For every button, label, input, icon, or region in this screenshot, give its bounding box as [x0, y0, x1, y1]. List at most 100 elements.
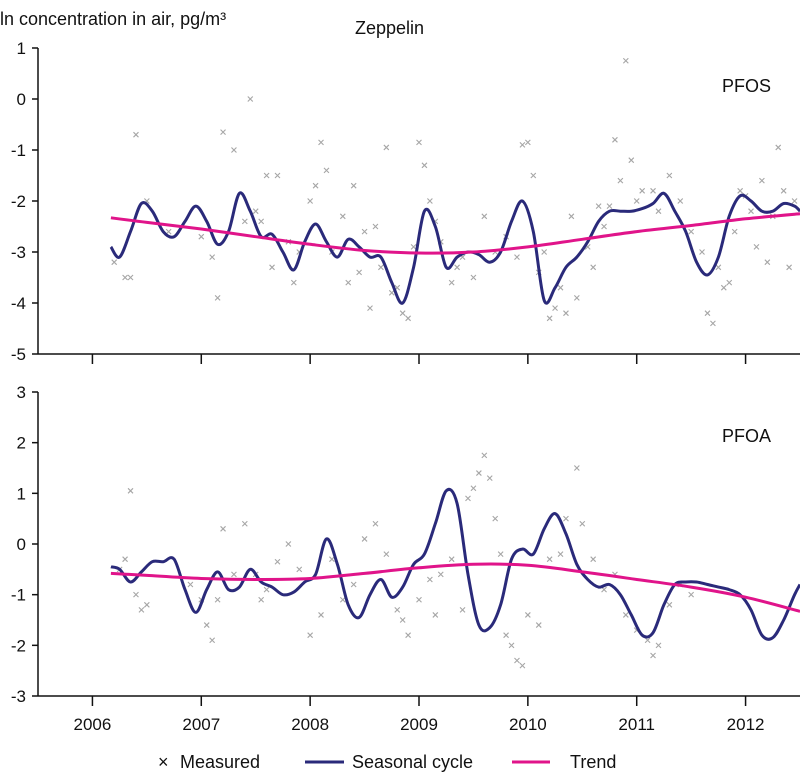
- measured-point: [563, 310, 569, 317]
- measured-point: [187, 581, 194, 588]
- measured-point: [127, 487, 134, 494]
- legend-trend-label: Trend: [570, 752, 616, 772]
- measured-point: [133, 131, 139, 138]
- measured-point: [644, 637, 651, 644]
- measured-point: [290, 279, 297, 286]
- pfos-y-ticks: 1 0 -1 -2 -3 -4 -5: [11, 39, 38, 364]
- measured-point: [122, 274, 128, 281]
- pfoa-y-ticks: 3 2 1 0 -1 -2 -3: [11, 383, 38, 706]
- measured-point: [595, 203, 602, 209]
- pfoa-panel-label: PFOA: [722, 426, 771, 446]
- measured-point: [252, 208, 259, 215]
- measured-point: [524, 612, 531, 618]
- measured-point: [459, 606, 466, 613]
- measured-point: [786, 264, 793, 271]
- measured-point: [541, 249, 548, 255]
- measured-point: [514, 254, 520, 260]
- measured-point: [394, 606, 401, 613]
- measured-point: [601, 223, 607, 230]
- pfos-ytick-label: -2: [11, 192, 26, 211]
- measured-point: [666, 601, 673, 608]
- measured-point: [497, 551, 504, 558]
- measured-point: [791, 198, 798, 204]
- measured-point: [350, 182, 357, 189]
- pfoa-ytick-label: 0: [17, 535, 26, 554]
- pfos-ytick-label: -3: [11, 243, 26, 262]
- measured-point: [486, 475, 493, 482]
- measured-point: [481, 213, 488, 220]
- pfos-ytick-label: -1: [11, 141, 26, 160]
- measured-point: [704, 310, 711, 317]
- measured-point: [318, 139, 324, 146]
- pfos-ytick-label: 0: [17, 90, 26, 109]
- legend-seasonal-label: Seasonal cycle: [352, 752, 473, 772]
- measured-point: [410, 244, 417, 250]
- measured-point: [677, 198, 684, 204]
- measured-point: [307, 198, 314, 204]
- measured-point: [367, 305, 373, 311]
- measured-point: [258, 218, 265, 225]
- measured-point: [573, 465, 580, 471]
- measured-point: [339, 213, 346, 220]
- measured-point: [312, 182, 319, 189]
- pfoa-ytick-label: 3: [17, 383, 26, 402]
- measured-point: [775, 144, 782, 151]
- pfos-panel: 1 0 -1 -2 -3 -4 -5 PFOS: [11, 39, 800, 364]
- measured-point: [563, 515, 569, 522]
- measured-point: [590, 264, 597, 271]
- measured-point: [546, 315, 553, 322]
- legend-measured-marker: ×: [158, 752, 169, 772]
- measured-point: [111, 259, 118, 266]
- measured-point: [715, 264, 722, 271]
- measured-point: [617, 177, 624, 184]
- measured-point: [688, 228, 695, 235]
- measured-point: [269, 264, 275, 271]
- measured-point: [492, 515, 499, 522]
- measured-point: [579, 520, 586, 527]
- measured-point: [361, 536, 368, 542]
- measured-point: [296, 566, 303, 573]
- measured-point: [650, 187, 656, 194]
- pfos-x-ticks: [91, 354, 747, 364]
- measured-point: [448, 279, 455, 286]
- measured-point: [557, 284, 564, 291]
- pfoa-trend-line: [110, 562, 800, 613]
- measured-point: [405, 632, 412, 639]
- measured-point: [378, 264, 384, 271]
- chart-title: Zeppelin: [355, 18, 424, 38]
- measured-point: [503, 632, 509, 639]
- measured-point: [127, 274, 134, 281]
- pfoa-panel: 3 2 1 0 -1 -2 -3 PFOA: [11, 383, 800, 706]
- measured-point: [426, 198, 433, 204]
- measured-point: [263, 172, 270, 179]
- measured-point: [699, 249, 705, 255]
- measured-point: [241, 520, 248, 527]
- measured-point: [416, 139, 422, 146]
- measured-point: [530, 172, 537, 179]
- measured-point: [655, 642, 662, 649]
- measured-point: [557, 551, 564, 558]
- measured-point: [263, 586, 270, 593]
- pfoa-x-ticks: [91, 696, 747, 706]
- measured-point: [383, 144, 390, 151]
- measured-point: [329, 556, 335, 563]
- measured-point: [133, 591, 139, 598]
- legend-measured-label: Measured: [180, 752, 260, 772]
- x-tick-label: 2012: [727, 715, 765, 734]
- pfos-ytick-label: -4: [11, 294, 26, 313]
- measured-point: [590, 556, 597, 563]
- measured-point: [122, 556, 128, 563]
- measured-point: [633, 198, 640, 204]
- measured-point: [209, 637, 216, 644]
- x-tick-label: 2009: [400, 715, 438, 734]
- measured-point: [416, 596, 422, 603]
- measured-point: [318, 612, 324, 618]
- measured-point: [731, 228, 738, 235]
- measured-point: [198, 233, 205, 240]
- measured-point: [274, 172, 281, 179]
- measured-point: [519, 662, 526, 669]
- measured-point: [764, 259, 771, 266]
- measured-point: [241, 218, 248, 225]
- measured-point: [165, 228, 172, 235]
- measured-point: [209, 254, 216, 260]
